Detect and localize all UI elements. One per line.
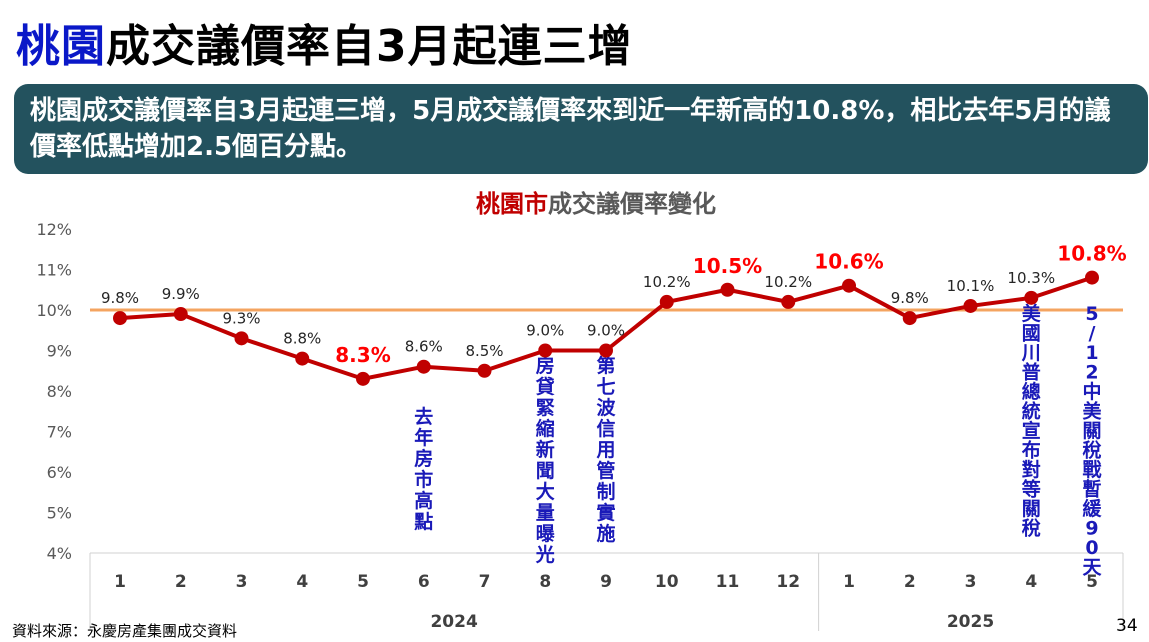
event-annotation: 第七波信用管制實施 xyxy=(596,354,616,545)
y-tick-label: 5% xyxy=(47,504,72,523)
page-title-rest: 成交議價率自3月起連三增 xyxy=(106,21,633,72)
data-label: 10.2% xyxy=(764,273,812,291)
summary-text: 桃園成交議價率自3月起連三增，5月成交議價率來到近一年新高的10.8%，相比去年… xyxy=(30,96,1111,162)
y-tick-label: 6% xyxy=(47,463,72,482)
data-label: 9.8% xyxy=(101,289,139,307)
data-point xyxy=(1085,270,1099,285)
x-tick-label: 11 xyxy=(716,572,740,592)
chart-title: 桃園市成交議價率變化 xyxy=(476,190,716,218)
data-point xyxy=(356,371,370,386)
data-label-highlight: 8.3% xyxy=(335,343,390,367)
data-label-highlight: 10.8% xyxy=(1057,242,1126,266)
x-tick-label: 5 xyxy=(357,572,369,592)
data-point xyxy=(295,351,310,366)
event-annotation: 美國川普總統宣布對等關稅 xyxy=(1021,302,1042,540)
data-point xyxy=(842,278,856,293)
data-point xyxy=(234,331,249,346)
data-label: 9.3% xyxy=(222,309,260,327)
x-tick-label: 7 xyxy=(479,572,491,592)
x-tick-label: 2 xyxy=(175,572,187,592)
x-tick-label: 6 xyxy=(418,572,430,592)
data-point xyxy=(902,311,917,326)
x-tick-label: 1 xyxy=(114,572,126,592)
y-tick-label: 8% xyxy=(47,382,72,401)
data-point xyxy=(538,343,553,358)
data-label: 8.6% xyxy=(405,338,443,356)
page-title-accent: 桃園 xyxy=(16,21,106,72)
y-tick-label: 11% xyxy=(36,261,72,280)
year-label: 2024 xyxy=(430,612,477,632)
chart-title-accent: 桃園市 xyxy=(476,190,548,218)
chart-title-rest: 成交議價率變化 xyxy=(548,190,716,218)
x-tick-label: 1 xyxy=(843,572,855,592)
x-tick-label: 9 xyxy=(600,572,612,592)
data-label: 10.3% xyxy=(1007,269,1055,287)
event-annotation: 去年房市高點 xyxy=(413,405,433,533)
event-annotation: 5/1 2 中美關稅戰暫緩 9 0 天 xyxy=(1082,303,1102,579)
data-label: 9.0% xyxy=(587,322,625,340)
event-annotation: 房貸緊縮新聞大量曝光 xyxy=(535,354,555,566)
x-tick-label: 12 xyxy=(776,572,800,592)
summary-banner: 桃園成交議價率自3月起連三增，5月成交議價率來到近一年新高的10.8%，相比去年… xyxy=(14,84,1148,174)
x-tick-label: 4 xyxy=(296,572,308,592)
x-tick-label: 3 xyxy=(236,572,248,592)
x-tick-label: 5 xyxy=(1086,572,1098,592)
data-label: 9.0% xyxy=(526,322,564,340)
y-tick-label: 10% xyxy=(36,301,72,320)
y-tick-label: 4% xyxy=(47,544,72,563)
data-point xyxy=(416,359,431,374)
x-tick-label: 10 xyxy=(655,572,679,592)
data-point xyxy=(113,311,127,326)
y-tick-label: 9% xyxy=(47,342,72,361)
page-title: 桃園成交議價率自3月起連三增 xyxy=(16,10,633,74)
data-label: 9.8% xyxy=(891,289,929,307)
data-point xyxy=(173,307,188,322)
source-note: 資料來源：永慶房產集團成交資料 xyxy=(12,622,238,640)
data-point xyxy=(659,294,674,309)
data-point xyxy=(1024,290,1039,305)
data-point xyxy=(720,282,735,297)
x-tick-label: 8 xyxy=(539,572,551,592)
data-point xyxy=(963,298,978,313)
x-tick-label: 3 xyxy=(965,572,977,592)
y-tick-label: 7% xyxy=(47,423,72,442)
year-label: 2025 xyxy=(947,612,994,632)
data-label: 10.1% xyxy=(947,277,995,295)
data-label-highlight: 10.5% xyxy=(693,254,762,278)
data-point xyxy=(599,343,613,358)
page-number: 34 xyxy=(1116,616,1138,636)
data-label: 10.2% xyxy=(643,273,691,291)
data-label-highlight: 10.6% xyxy=(814,250,883,274)
data-label: 8.8% xyxy=(283,330,321,348)
x-tick-label: 4 xyxy=(1025,572,1037,592)
x-tick-label: 2 xyxy=(904,572,916,592)
y-tick-label: 12% xyxy=(36,220,72,239)
data-label: 8.5% xyxy=(465,342,503,360)
data-point xyxy=(781,294,796,309)
data-label: 9.9% xyxy=(162,285,200,303)
data-point xyxy=(477,363,492,378)
